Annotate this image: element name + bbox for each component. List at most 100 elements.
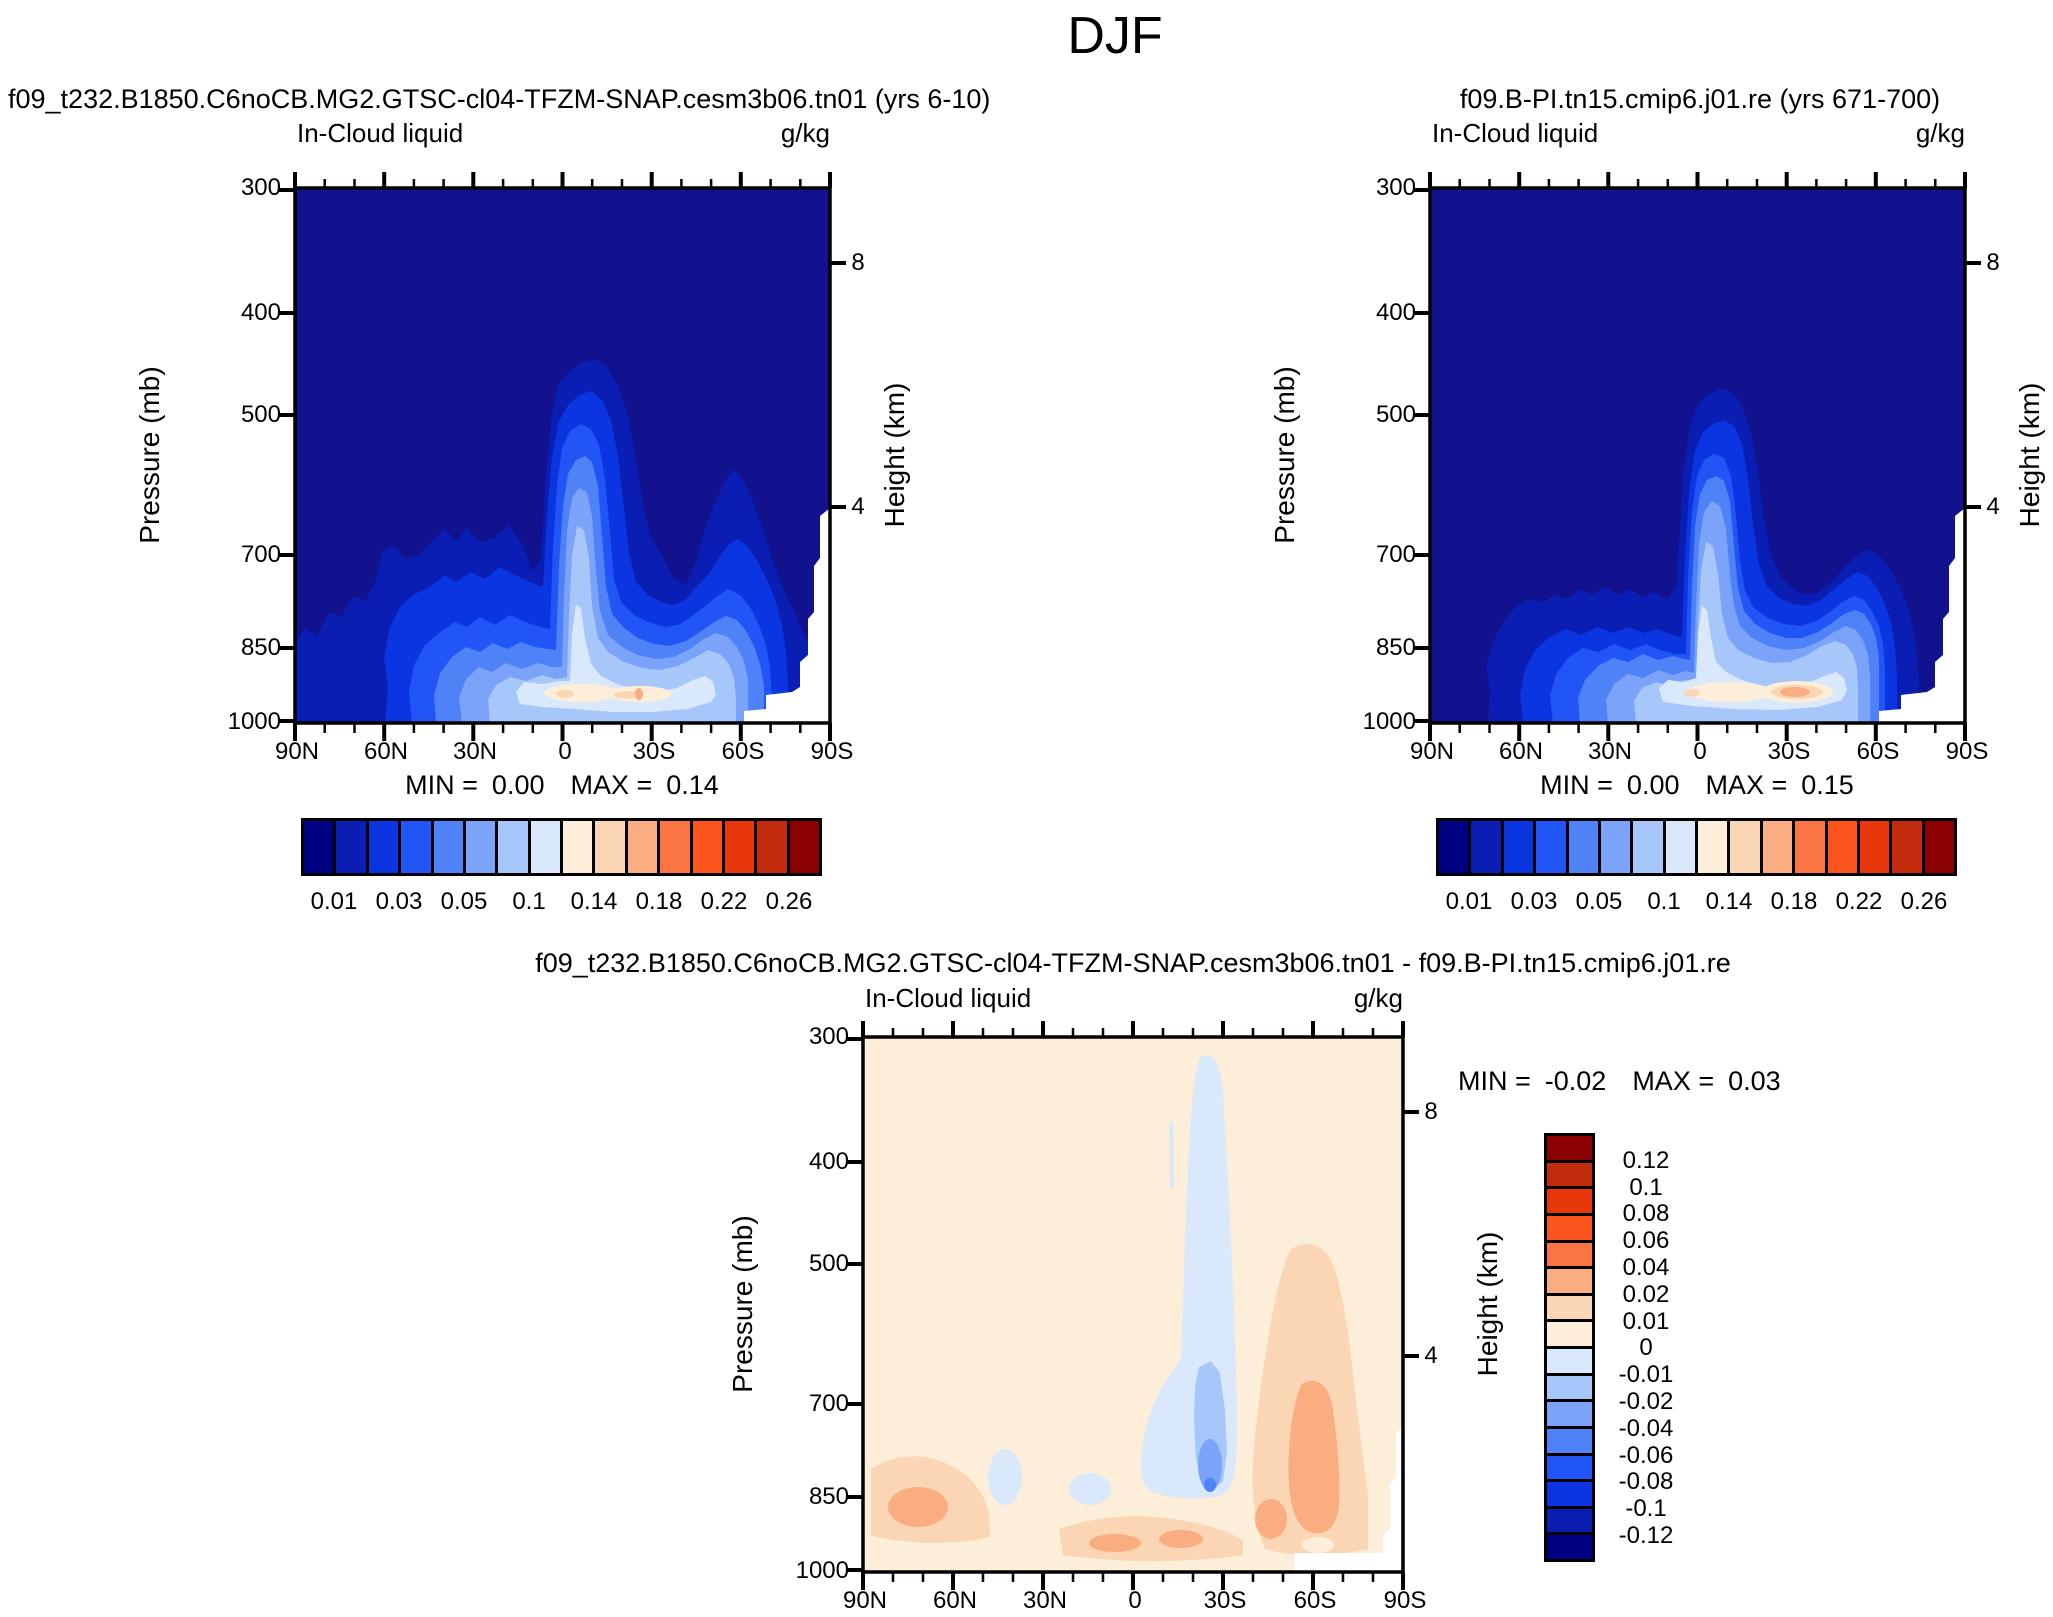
panel-right-title: f09.B-PI.tn15.cmip6.j01.re (yrs 671-700) — [1459, 84, 1941, 114]
x-axis-major-ticks — [861, 1021, 1405, 1590]
max-label: MAX = — [570, 770, 653, 800]
units-label: g/kg — [780, 118, 830, 148]
colorbar-cell — [1547, 1215, 1592, 1243]
colorbar-cell — [433, 821, 466, 873]
colorbar-label: 0.04 — [1622, 1254, 1670, 1281]
colorbar-cell — [1547, 1295, 1592, 1323]
max-value: 0.14 — [666, 770, 719, 800]
colorbar-cell — [1503, 821, 1537, 873]
height-tick-4: 4 — [1424, 1342, 1438, 1369]
min-value: 0.00 — [491, 770, 545, 800]
units-label: g/kg — [1353, 983, 1403, 1013]
antarctica-topography-mask — [1294, 1427, 1403, 1572]
colorbar-label: 0.22 — [700, 888, 748, 915]
colorbar-cell — [660, 821, 693, 873]
max-value: 0.03 — [1728, 1066, 1781, 1096]
pressure-tick-700: 700 — [1375, 541, 1416, 568]
height-axis-label: Height (km) — [1472, 1231, 1503, 1377]
pressure-axis-ticks — [279, 188, 295, 723]
height-axis-label: Height (km) — [2014, 382, 2045, 528]
colorbar-difference — [1544, 1133, 1595, 1562]
colorbar-cell — [1547, 1269, 1592, 1296]
field-label: In-Cloud liquid — [297, 118, 464, 148]
lat-tick-0: 0 — [1128, 1587, 1142, 1614]
height-tick-8: 8 — [1986, 249, 2000, 276]
colorbar-cell — [757, 821, 790, 873]
contour-field-control — [1414, 172, 1981, 741]
pressure-tick-1000: 1000 — [1362, 708, 1416, 735]
colorbar-label: 0.12 — [1622, 1147, 1670, 1174]
colorbar-cell — [627, 821, 661, 873]
colorbar-cell — [1698, 821, 1731, 873]
colorbar-cell — [1795, 821, 1828, 873]
height-tick-8: 8 — [851, 249, 865, 276]
pressure-tick-1000: 1000 — [795, 1557, 849, 1584]
colorbar-label: 0 — [1639, 1334, 1653, 1361]
pressure-tick-500: 500 — [240, 401, 281, 428]
height-tick-4: 4 — [1986, 493, 2000, 520]
pressure-tick-700: 700 — [808, 1390, 849, 1417]
pressure-axis-ticks — [1414, 188, 1430, 723]
pressure-axis-label: Pressure (mb) — [134, 366, 165, 544]
lat-tick-60s: 60S — [721, 738, 765, 765]
panel-control: In-Cloud liquid g/kg 300 400 500 700 850… — [1269, 118, 2045, 915]
colorbar-cell — [1547, 1349, 1592, 1376]
height-tick-4: 4 — [851, 493, 865, 520]
colorbar-cell — [1536, 821, 1569, 873]
page-title: DJF — [1067, 7, 1163, 65]
colorbar-cell — [1547, 1242, 1592, 1270]
colorbar-cell — [1730, 821, 1763, 873]
colorbar-cell — [336, 821, 369, 873]
colorbar-cell — [1471, 821, 1504, 873]
lat-tick-30s: 30S — [632, 738, 676, 765]
colorbar-label: 0.26 — [1900, 888, 1948, 915]
antarctica-topography-mask — [744, 508, 830, 723]
colorbar-cell — [304, 821, 337, 873]
colorbar-cell — [563, 821, 596, 873]
colorbar-cell — [1547, 1322, 1592, 1349]
panel-left-title: f09_t232.B1850.C6noCB.MG2.GTSC-cl04-TFZM… — [8, 84, 991, 114]
lat-tick-60n: 60N — [932, 1587, 978, 1614]
colorbar-label: 0.1 — [1629, 1174, 1663, 1201]
lat-tick-90n: 90N — [842, 1587, 888, 1614]
colorbar-cell — [692, 821, 725, 873]
colorbar-cell — [1568, 821, 1601, 873]
x-axis-major-ticks — [1428, 172, 1967, 741]
colorbar-cell — [465, 821, 499, 873]
lat-tick-90s: 90S — [1383, 1587, 1427, 1614]
colorbar-label: 0.1 — [512, 888, 546, 915]
colorbar-label: 0.14 — [1705, 888, 1753, 915]
pressure-tick-500: 500 — [808, 1250, 849, 1277]
height-axis-ticks — [1965, 261, 1981, 509]
colorbar-label: 0.08 — [1622, 1200, 1670, 1227]
pressure-tick-300: 300 — [808, 1023, 849, 1050]
lat-tick-30n: 30N — [1022, 1587, 1068, 1614]
x-axis-minor-ticks — [323, 179, 802, 733]
colorbar-label: 0.06 — [1622, 1227, 1670, 1254]
colorbar-experiment — [301, 818, 822, 876]
colorbar-label: 0.01 — [1445, 888, 1493, 915]
colorbar-control — [1436, 818, 1957, 876]
pressure-tick-850: 850 — [1375, 634, 1416, 661]
colorbar-label: -0.12 — [1618, 1522, 1674, 1549]
colorbar-label: 0.26 — [765, 888, 813, 915]
colorbar-difference-wrap: 0.12 0.1 0.08 0.06 0.04 0.02 0.01 0 -0.0… — [1544, 1133, 1673, 1562]
colorbar-label: 0.22 — [1835, 888, 1883, 915]
minmax-readout: MIN = 0.00 MAX = 0.14 — [405, 770, 719, 801]
panel-diff-title: f09_t232.B1850.C6noCB.MG2.GTSC-cl04-TFZM… — [535, 948, 1731, 978]
colorbar-cell — [1600, 821, 1634, 873]
units-label: g/kg — [1915, 118, 1965, 148]
lat-tick-30s: 30S — [1767, 738, 1811, 765]
pressure-tick-400: 400 — [1375, 299, 1416, 326]
panel-experiment: In-Cloud liquid g/kg 300 400 500 700 850… — [134, 118, 910, 915]
colorbar-cell — [1665, 821, 1698, 873]
colorbar-label: -0.1 — [1625, 1495, 1667, 1522]
colorbar-label: -0.01 — [1618, 1361, 1674, 1388]
colorbar-label: 0.03 — [375, 888, 423, 915]
min-value: 0.00 — [1626, 770, 1680, 800]
lat-tick-60n: 60N — [1498, 738, 1544, 765]
x-axis-minor-ticks — [1458, 179, 1937, 733]
height-axis-label: Height (km) — [879, 382, 910, 528]
x-axis-major-ticks — [293, 172, 832, 741]
colorbar-label: 0.05 — [1575, 888, 1623, 915]
